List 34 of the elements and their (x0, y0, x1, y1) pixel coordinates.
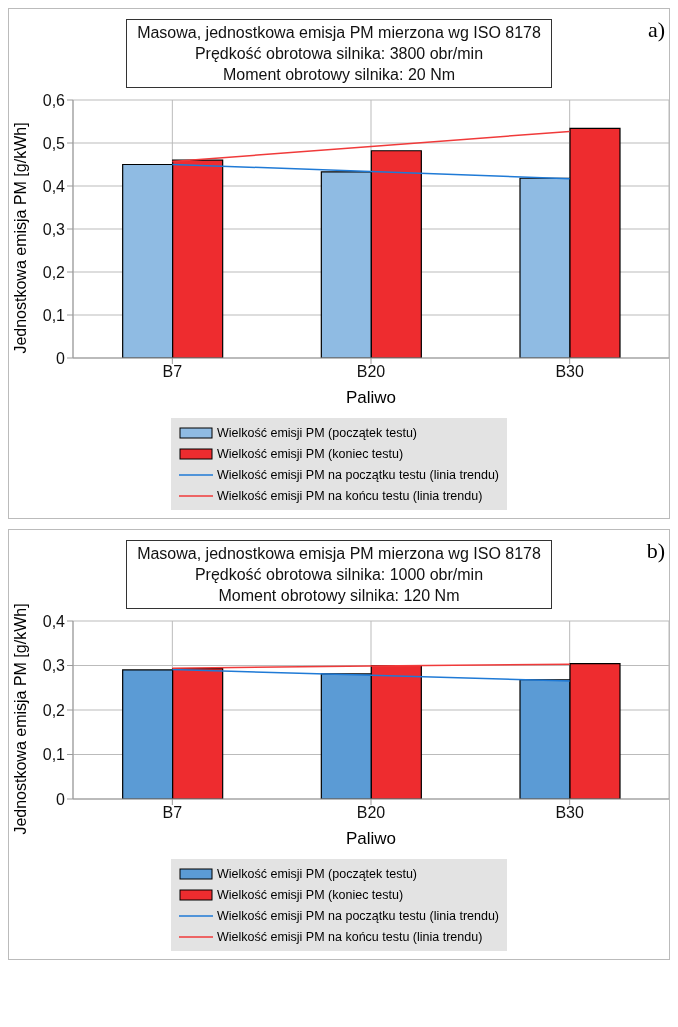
y-tick-label: 0,4 (42, 177, 66, 195)
x-tick-label: B20 (356, 804, 386, 822)
chart-title: Masowa, jednostkowa emisja PM mierzona wg ISO 8178 Prędkość obrotowa silnika: 3800 obr/min Moment obrotowy silnika: 20 Nm (137, 23, 541, 85)
x-tick-label: B30 (555, 804, 584, 822)
legend-label: Wielkość emisji PM na końcu testu (linia trendu) (216, 929, 483, 944)
legend-label: Wielkość emisji PM (koniec testu) (216, 446, 404, 461)
chart-title: Masowa, jednostkowa emisja PM mierzona wg ISO 8178 Prędkość obrotowa silnika: 1000 obr/min Moment obrotowy silnika: 120 Nm (137, 544, 541, 606)
y-axis-title: Jednostkowa emisja PM [g/kWh] (12, 122, 30, 354)
y-tick-label: 0,3 (42, 657, 66, 675)
legend-label: Wielkość emisji PM (koniec testu) (216, 887, 404, 902)
y-tick-label: 0,1 (42, 306, 66, 324)
y-tick-label: 0,2 (42, 701, 66, 719)
legend-label: Wielkość emisji PM na początku testu (linia trendu) (216, 908, 500, 923)
y-tick-label: 0,5 (42, 134, 66, 152)
y-axis-title: Jednostkowa emisja PM [g/kWh] (12, 603, 30, 835)
y-tick-label: 0,6 (42, 91, 66, 109)
x-axis-title: Paliwo (344, 829, 398, 849)
x-tick-label: B20 (356, 363, 386, 381)
x-tick-label: B30 (555, 363, 584, 381)
y-tick-label: 0,2 (42, 263, 66, 281)
x-tick-label: B7 (162, 804, 183, 822)
x-tick-label: B7 (162, 363, 183, 381)
x-axis-title: Paliwo (344, 388, 398, 408)
legend-label: Wielkość emisji PM na końcu testu (linia trendu) (216, 488, 483, 503)
y-tick-label: 0 (56, 349, 66, 367)
y-tick-label: 0 (56, 790, 66, 808)
legend-label: Wielkość emisji PM (początek testu) (216, 866, 418, 881)
text: a) (647, 17, 665, 43)
y-tick-label: 0,4 (42, 612, 66, 630)
legend-label: Wielkość emisji PM (początek testu) (216, 425, 418, 440)
y-tick-label: 0,1 (42, 746, 66, 764)
legend-label: Wielkość emisji PM na początku testu (linia trendu) (216, 467, 500, 482)
y-tick-label: 0,3 (42, 220, 66, 238)
text: b) (646, 538, 665, 564)
